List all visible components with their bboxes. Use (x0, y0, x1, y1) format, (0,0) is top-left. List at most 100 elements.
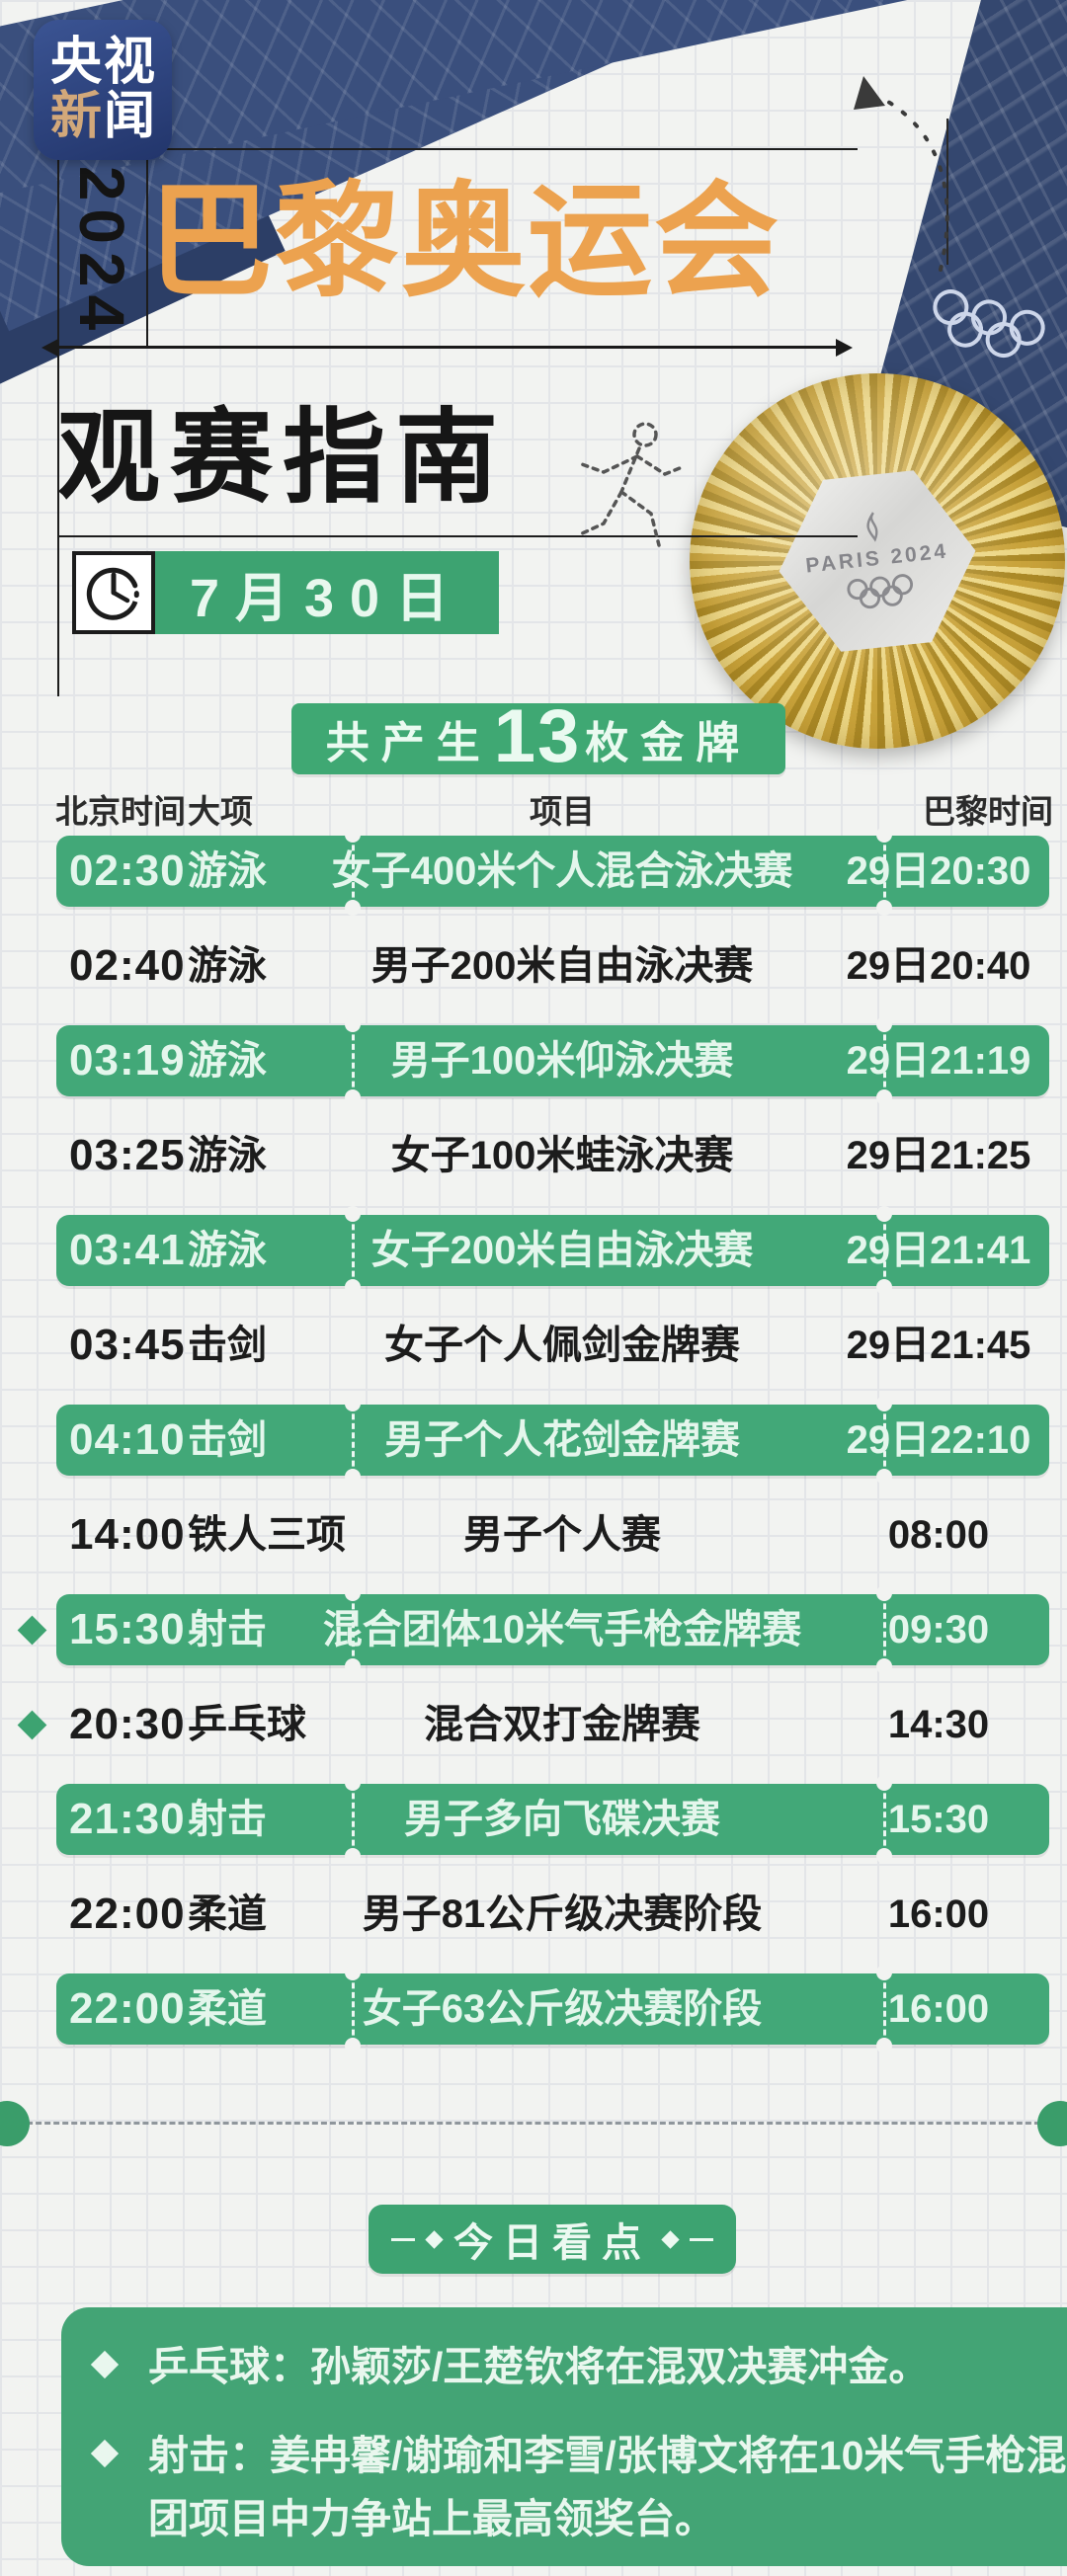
sport-cell: 击剑 (188, 1418, 267, 1462)
dashed-separator (883, 1025, 886, 1096)
sport-cell: 射击 (188, 1798, 267, 1841)
diamond-bullet-icon (17, 1710, 47, 1740)
diamond-icon (661, 2229, 680, 2249)
sport-cell: 柔道 (188, 1987, 267, 2031)
highlights-title: 今日看点 (453, 2221, 651, 2265)
clock-box (72, 551, 155, 634)
schedule-row: 02:30 游泳 女子400米个人混合泳决赛 29日20:30 (0, 827, 1067, 916)
row-highlight-box (56, 827, 1049, 916)
notch (876, 1016, 892, 1032)
beijing-time-cell: 03:45 (69, 1321, 186, 1369)
logo-char: 央 (49, 34, 102, 92)
clock-icon (86, 567, 139, 620)
notch (345, 1469, 361, 1485)
event-cell: 女子400米个人混合泳决赛 (331, 849, 793, 893)
event-cell: 混合双打金牌赛 (424, 1703, 700, 1746)
subtitle: 观赛指南 (57, 401, 509, 516)
row-highlight-box (56, 1775, 1049, 1864)
highlights-banner: 今日看点 (369, 2205, 736, 2274)
event-cell: 男子100米仰泳决赛 (390, 1039, 734, 1083)
arrow-right-icon (836, 339, 853, 357)
sport-cell: 游泳 (188, 849, 267, 893)
paris-time-cell: 08:00 (887, 1513, 990, 1557)
notch (876, 1396, 892, 1411)
gold-count-prefix: 共产生 (325, 719, 492, 767)
diamond-icon (425, 2229, 444, 2249)
dashed-separator (352, 1594, 355, 1665)
sport-cell: 射击 (188, 1608, 267, 1651)
paris-time-cell: 29日20:40 (846, 944, 1031, 988)
beijing-time-cell: 03:25 (69, 1131, 186, 1179)
beijing-time-cell: 14:00 (69, 1510, 186, 1559)
highlights-panel: 乒乓球：孙颖莎/王楚钦将在混双决赛冲金。 射击：姜冉馨/谢瑜和李雪/张博文将在1… (61, 2307, 1067, 2566)
perforation-line (0, 2122, 1067, 2125)
perforation-notch-right (1037, 2101, 1067, 2146)
notch (345, 1206, 361, 1222)
notch (876, 1658, 892, 1674)
event-cell: 男子81公斤级决赛阶段 (362, 1892, 763, 1936)
cctv-news-logo: 央 视 新 闻 (34, 20, 172, 160)
dashed-separator (352, 1405, 355, 1476)
diamond-bullet-icon (17, 1615, 47, 1646)
paris-time-cell: 14:30 (887, 1703, 990, 1746)
beijing-time-cell: 03:41 (69, 1226, 186, 1274)
gold-count-number: 13 (493, 693, 582, 778)
notch (345, 1089, 361, 1105)
sport-cell: 游泳 (188, 1229, 267, 1272)
event-cell: 混合团体10米气手枪金牌赛 (322, 1608, 802, 1651)
dashed-separator (352, 1215, 355, 1286)
medal-center-hexagon: PARIS 2024 (770, 457, 986, 665)
logo-char: 闻 (104, 88, 156, 145)
frame-line-top (57, 148, 858, 150)
schedule-row: 03:19 游泳 男子100米仰泳决赛 29日21:19 (0, 1016, 1067, 1105)
dashed-separator (883, 1215, 886, 1286)
notch (876, 1775, 892, 1791)
dashed-separator (352, 836, 355, 907)
banner-line (690, 2237, 713, 2241)
frame-line-left (57, 148, 59, 696)
event-cell: 男子个人花剑金牌赛 (384, 1418, 740, 1462)
schedule-row: 21:30 射击 男子多向飞碟决赛 15:30 (0, 1775, 1067, 1864)
event-cell: 男子个人赛 (463, 1513, 661, 1557)
beijing-time-cell: 03:19 (69, 1036, 186, 1085)
paris-time-cell: 15:30 (887, 1798, 990, 1841)
schedule-row: 03:25 游泳 女子100米蛙泳决赛 29日21:25 (0, 1120, 1067, 1191)
dashed-separator (883, 1405, 886, 1476)
beijing-time-cell: 02:30 (69, 846, 186, 895)
notch (345, 900, 361, 916)
paris-time-cell: 29日22:10 (846, 1418, 1031, 1462)
beijing-time-cell: 02:40 (69, 941, 186, 990)
schedule-row: 04:10 击剑 男子个人花剑金牌赛 29日22:10 (0, 1396, 1067, 1485)
beijing-time-cell: 20:30 (69, 1700, 186, 1748)
notch (345, 1848, 361, 1864)
col-paris-time: 巴黎时间 (923, 793, 1053, 830)
dashed-separator (352, 1784, 355, 1855)
notch (876, 1965, 892, 1980)
frame-line-right (946, 119, 948, 265)
row-highlight-box (56, 1396, 1049, 1485)
notch (345, 1775, 361, 1791)
year-label: 2024 (66, 165, 137, 339)
notch (345, 1279, 361, 1295)
highlight-item: 乒乓球：孙颖莎/王楚钦将在混双决赛冲金。 (81, 2335, 1067, 2398)
schedule-row: 02:40 游泳 男子200米自由泳决赛 29日20:40 (0, 930, 1067, 1002)
notch (876, 1279, 892, 1295)
logo-char: 新 (49, 88, 102, 145)
sport-cell: 铁人三项 (188, 1513, 346, 1557)
logo-char: 视 (104, 34, 156, 92)
diamond-bullet-icon (90, 2439, 120, 2468)
frame-line-bottom (57, 535, 858, 537)
col-event: 项目 (530, 793, 595, 830)
notch (876, 1089, 892, 1105)
highlight-text: 射击：姜冉馨/谢瑜和李雪/张博文将在10米气手枪混团项目中力争站上最高领奖台。 (148, 2433, 1067, 2541)
flame-icon (856, 509, 893, 547)
event-cell: 女子200米自由泳决赛 (370, 1229, 754, 1272)
paris-time-cell: 16:00 (887, 1987, 990, 2031)
dashed-separator (352, 1025, 355, 1096)
sport-cell: 游泳 (188, 1134, 267, 1177)
paris-time-cell: 29日21:19 (846, 1039, 1031, 1083)
sport-cell: 柔道 (188, 1892, 267, 1936)
notch (345, 2038, 361, 2053)
double-arrow-line (57, 346, 837, 349)
